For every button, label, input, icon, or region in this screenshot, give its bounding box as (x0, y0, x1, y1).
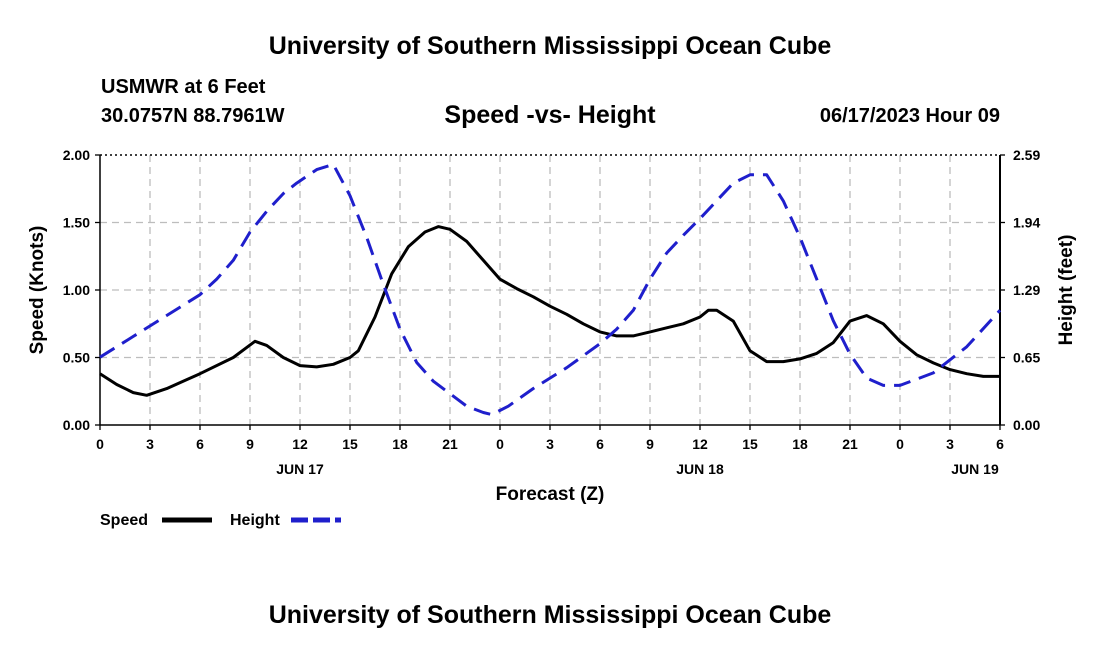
right-y-tick-label: 0.00 (1013, 417, 1040, 433)
x-tick-label: 3 (546, 436, 554, 452)
left-y-axis-label: Speed (Knots) (27, 226, 48, 355)
x-tick-label: 21 (442, 436, 458, 452)
right-y-tick-label: 2.59 (1013, 147, 1040, 163)
speed-height-chart: 0 3 6 9 12 15 18 21 0 3 6 9 12 15 18 21 0 3 6 JUN 17 JUN 18 J… (27, 147, 1077, 529)
left-y-tick-label: 1.00 (63, 282, 90, 298)
x-axis-label: Forecast (Z) (496, 484, 605, 505)
x-tick-label: 3 (946, 436, 954, 452)
x-tick-label: 12 (292, 436, 308, 452)
x-tick-label: 6 (196, 436, 204, 452)
bottom-title: University of Southern Mississippi Ocean… (268, 601, 832, 629)
x-tick-label: 0 (96, 436, 104, 452)
coordinates-label: 30.0757N 88.7961W (101, 105, 285, 127)
x-tick-label: 0 (896, 436, 904, 452)
datetime-label: 06/17/2023 Hour 09 (819, 105, 1000, 127)
right-y-tick-label: 0.65 (1013, 350, 1040, 366)
x-tick-label: 15 (742, 436, 758, 452)
x-tick-label: 6 (996, 436, 1004, 452)
station-label: USMWR at 6 Feet (101, 76, 266, 98)
legend-speed-label: Speed (100, 512, 148, 529)
right-y-tick-label: 1.94 (1013, 215, 1040, 231)
x-tick-label: 0 (496, 436, 504, 452)
top-title: University of Southern Mississippi Ocean… (268, 32, 832, 60)
x-tick-label: 18 (792, 436, 808, 452)
right-y-axis-label: Height (feet) (1056, 235, 1077, 346)
x-tick-label: 9 (246, 436, 254, 452)
x-tick-label: 21 (842, 436, 858, 452)
speed-series-line (99, 225, 1000, 397)
legend-height-label: Height (230, 512, 280, 529)
left-y-tick-label: 1.50 (63, 215, 90, 231)
height-series-line (99, 162, 1002, 417)
chart-subtitle: Speed -vs- Height (444, 101, 656, 129)
right-y-tick-label: 1.29 (1013, 282, 1040, 298)
x-tick-label: 6 (596, 436, 604, 452)
left-y-tick-label: 0.00 (63, 417, 90, 433)
x-tick-label: 12 (692, 436, 708, 452)
date-label: JUN 18 (676, 461, 724, 477)
x-tick-label: 3 (146, 436, 154, 452)
x-tick-label: 15 (342, 436, 358, 452)
date-label: JUN 19 (951, 461, 999, 477)
x-tick-label: 18 (392, 436, 408, 452)
left-y-tick-label: 2.00 (63, 147, 90, 163)
x-tick-label: 9 (646, 436, 654, 452)
date-label: JUN 17 (276, 461, 324, 477)
left-y-tick-label: 0.50 (63, 350, 90, 366)
